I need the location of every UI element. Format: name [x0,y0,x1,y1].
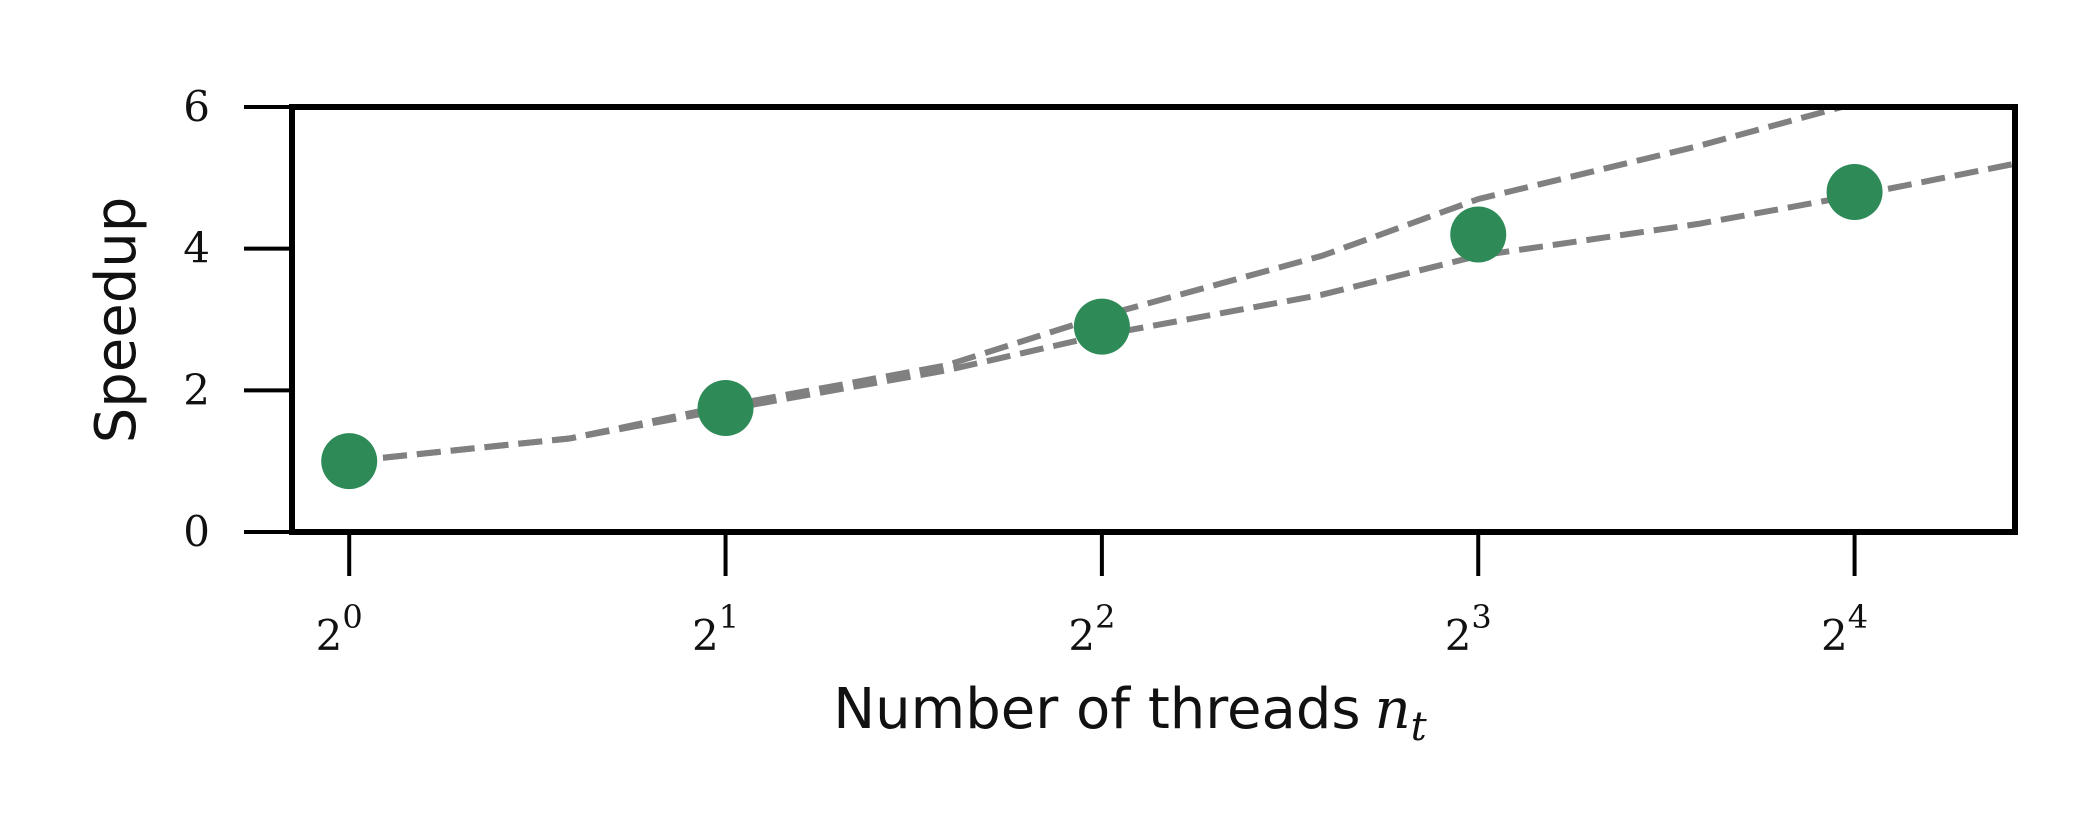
y-tick-label: 6 [183,82,210,131]
x-tick-label: 20 [316,598,363,660]
x-tick-label: 24 [1821,598,1868,660]
x-axis-title-subscript: t [1411,704,1428,750]
fit-line-1 [348,107,1854,465]
x-tick-exponent: 2 [1095,598,1115,636]
data-point [697,380,754,437]
x-tick-exponent: 0 [342,598,362,636]
x-tick-label: 23 [1445,598,1492,660]
x-axis-title-text: Number of threads [833,677,1360,742]
y-tick-label: 2 [183,365,210,414]
x-tick-label: 21 [692,598,739,660]
x-tick-exponent: 4 [1848,598,1868,636]
data-point [1450,206,1507,263]
x-tick-exponent: 3 [1471,598,1491,636]
plot-frame [289,104,2018,535]
x-axis-ticks: 20 21 22 23 24 [316,532,1868,660]
y-tick-label: 4 [183,224,210,273]
data-point [1826,164,1883,220]
y-axis-ticks: 0 2 4 6 [183,82,292,556]
x-tick-exponent: 1 [719,598,739,636]
data-point [1073,298,1130,355]
data-point [321,433,378,490]
x-axis-title: Number of threads nt [833,677,1427,750]
data-points [321,164,1883,490]
y-axis-title: Speedup [84,197,149,444]
fit-line-2 [348,160,2015,465]
fit-lines [348,107,2015,465]
y-tick-label: 0 [183,507,210,556]
x-axis-title-variable: n [1375,677,1411,742]
x-tick-label: 22 [1068,598,1115,660]
